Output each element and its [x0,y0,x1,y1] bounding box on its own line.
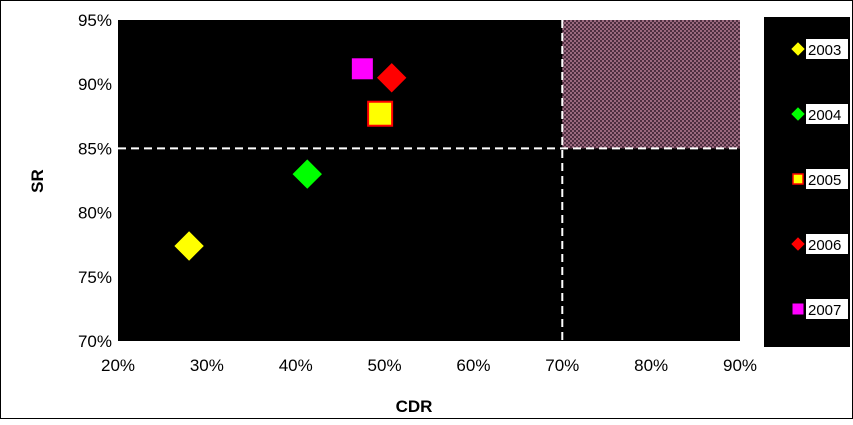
legend-label-2003: 2003 [808,42,841,59]
x-tick-label: 50% [368,356,402,375]
legend-label-background [806,299,848,319]
y-tick-label: 85% [78,139,112,158]
y-tick-label: 90% [78,75,112,94]
legend-label-background [806,39,848,59]
legend-marker-2004 [791,107,805,121]
x-axis-ticks: 20% 30% 40% 50% 60% 70% 80% 90% [101,356,757,375]
y-tick-label: 95% [78,11,112,30]
y-axis-label: SR [28,169,47,193]
legend-marker-2006 [791,237,805,251]
data-point-2006 [376,63,407,93]
x-tick-label: 20% [101,356,135,375]
legend-label-background [806,169,848,189]
data-markers [174,58,407,261]
data-point-2007 [351,58,373,80]
legend: 2003 2004 2005 2006 2007 [791,39,848,319]
data-point-2005 [367,100,394,127]
x-tick-label: 80% [634,356,668,375]
legend-label-background [806,104,848,124]
y-tick-label: 70% [78,332,112,351]
legend-label-2005: 2005 [808,172,841,189]
legend-label-2004: 2004 [808,107,841,124]
data-point-2004 [292,159,322,189]
data-point-2003 [174,231,204,261]
x-tick-label: 60% [456,356,490,375]
x-tick-label: 40% [279,356,313,375]
x-tick-label: 90% [723,356,757,375]
legend-marker-2007 [792,303,804,315]
x-tick-label: 70% [545,356,579,375]
x-tick-label: 30% [190,356,224,375]
y-tick-label: 75% [78,268,112,287]
legend-label-2007: 2007 [808,302,841,319]
legend-label-2006: 2006 [808,237,841,254]
y-axis-ticks: 70% 75% 80% 85% 90% 95% [78,11,112,351]
highlight-region [562,20,740,149]
x-axis-label: CDR [396,397,433,416]
legend-label-background [806,234,848,254]
y-tick-label: 80% [78,204,112,223]
legend-marker-2003 [791,42,805,56]
legend-marker-2005 [792,173,804,185]
